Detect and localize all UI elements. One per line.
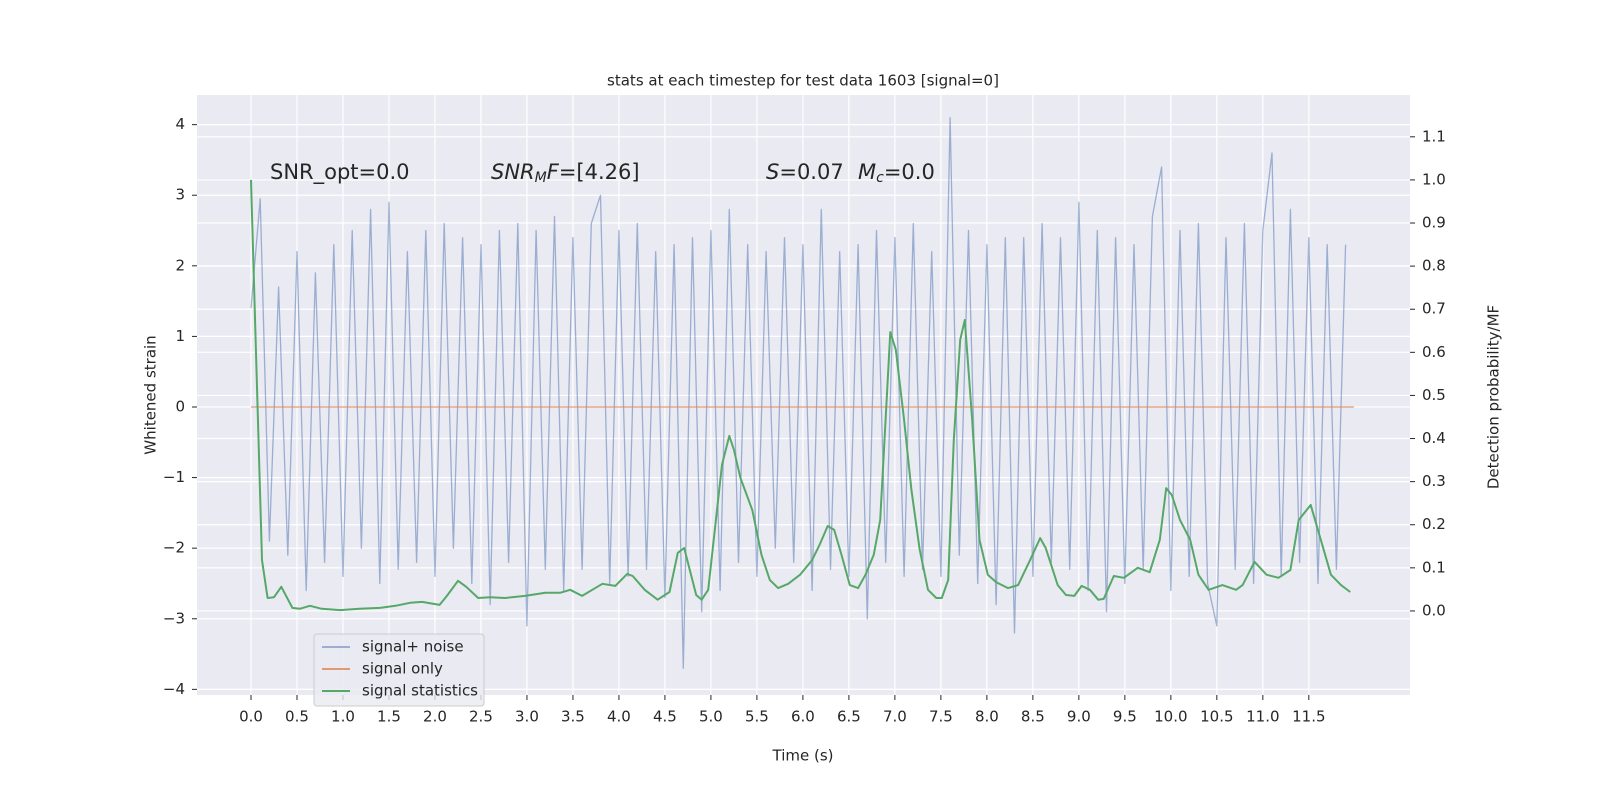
x-tick-label: 6.5 xyxy=(837,708,861,726)
y2-tick-label: 1.0 xyxy=(1422,170,1446,188)
legend-label: signal+ noise xyxy=(362,638,464,656)
x-tick-label: 5.5 xyxy=(745,708,769,726)
x-axis-label: Time (s) xyxy=(772,747,834,765)
x-tick-label: 11.0 xyxy=(1246,708,1279,726)
annotation-part: SNR_opt=0.0 xyxy=(270,160,410,185)
annotation-part: F xyxy=(547,160,560,184)
y-tick-label: −1 xyxy=(163,468,185,486)
x-tick-label: 7.0 xyxy=(883,708,907,726)
annotation-part: =[4.26] xyxy=(559,160,640,184)
y-tick-label: −3 xyxy=(163,609,185,627)
y2-tick-label: 0.9 xyxy=(1422,214,1446,232)
legend-box xyxy=(313,633,485,707)
chart-title: stats at each timestep for test data 160… xyxy=(607,72,999,90)
x-tick-label: 2.5 xyxy=(469,708,493,726)
annotation-part: c xyxy=(876,170,884,186)
annotation-part: M xyxy=(535,170,547,186)
y2-tick-label: 0.5 xyxy=(1422,386,1446,404)
x-tick-label: 6.0 xyxy=(791,708,815,726)
x-tick-label: 0.5 xyxy=(285,708,309,726)
annotation-part: =0.07 xyxy=(779,160,843,184)
x-tick-label: 4.0 xyxy=(607,708,631,726)
y2-tick-label: 1.1 xyxy=(1422,127,1446,145)
x-tick-label: 3.0 xyxy=(515,708,539,726)
y-axis-label: Whitened strain xyxy=(142,335,160,454)
series-line xyxy=(250,179,1351,612)
annotation-part: S xyxy=(766,160,779,184)
y2-tick-label: 0.3 xyxy=(1422,472,1446,490)
series-line xyxy=(250,116,1347,669)
annotation: SNR_opt=0.0 xyxy=(270,160,410,185)
y-tick-label: −4 xyxy=(163,680,185,698)
x-tick-label: 7.5 xyxy=(929,708,953,726)
x-tick-label: 0.0 xyxy=(239,708,263,726)
y2-tick-label: 0.4 xyxy=(1422,429,1446,447)
annotation: SNRMF=[4.26] xyxy=(491,160,640,186)
marks xyxy=(250,116,1354,669)
x-tick-label: 2.0 xyxy=(423,708,447,726)
legend-label: signal statistics xyxy=(362,682,478,700)
annotation-part: =0.0 xyxy=(884,160,935,184)
x-tick-label: 8.0 xyxy=(975,708,999,726)
y-tick-label: 3 xyxy=(175,186,185,204)
x-tick-label: 5.0 xyxy=(699,708,723,726)
x-tick-label: 9.5 xyxy=(1113,708,1137,726)
x-tick-label: 8.5 xyxy=(1021,708,1045,726)
y2-tick-label: 0.7 xyxy=(1422,300,1446,318)
y2-tick-label: 0.0 xyxy=(1422,601,1446,619)
annotation-part: SNR xyxy=(491,160,535,184)
y-tick-label: 4 xyxy=(175,115,185,133)
y2-tick-label: 0.2 xyxy=(1422,515,1446,533)
legend-label: signal only xyxy=(362,660,443,678)
y-tick-label: 1 xyxy=(175,327,185,345)
x-tick-label: 1.5 xyxy=(377,708,401,726)
y2-axis-label: Detection probability/MF xyxy=(1485,305,1503,489)
y-tick-label: 0 xyxy=(175,398,185,416)
annotation: Mc=0.0 xyxy=(858,160,935,186)
x-tick-label: 9.0 xyxy=(1067,708,1091,726)
x-tick-label: 11.5 xyxy=(1292,708,1325,726)
legend: signal+ noise signal only signal statistic… xyxy=(313,633,485,707)
x-tick-label: 3.5 xyxy=(561,708,585,726)
annotation: S=0.07 xyxy=(766,160,844,184)
y2-tick-label: 0.6 xyxy=(1422,343,1446,361)
x-tick-label: 4.5 xyxy=(653,708,677,726)
annotation-part: M xyxy=(858,160,876,184)
y2-tick-label: 0.1 xyxy=(1422,558,1446,576)
y-tick-label: 2 xyxy=(175,256,185,274)
y2-tick-label: 0.8 xyxy=(1422,257,1446,275)
x-tick-label: 10.5 xyxy=(1200,708,1233,726)
x-tick-label: 1.0 xyxy=(331,708,355,726)
y-tick-label: −2 xyxy=(163,539,185,557)
x-tick-label: 10.0 xyxy=(1154,708,1187,726)
